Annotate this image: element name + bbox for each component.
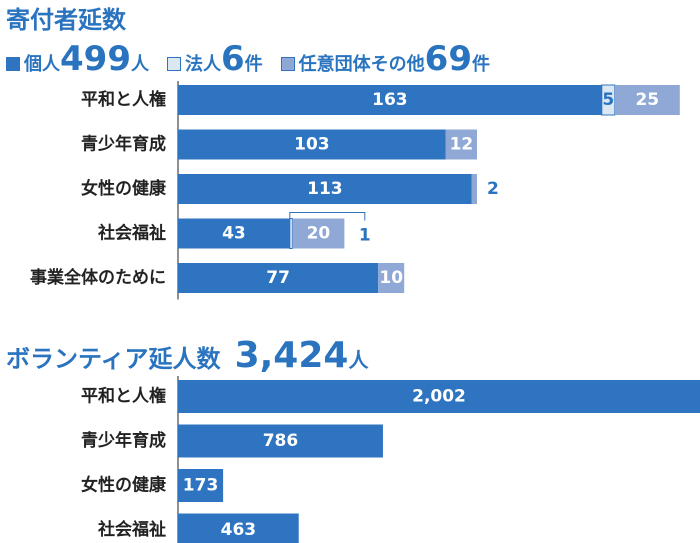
data-label-other: 25 [635, 90, 659, 110]
bar-other [471, 174, 477, 204]
volunteers-unit: 人 [348, 348, 369, 372]
donors-title: 寄付者延数 [6, 6, 126, 34]
bar-other [378, 263, 405, 293]
legend-label-individual: 個人 [24, 54, 60, 75]
category-label: 青少年育成 [81, 430, 166, 451]
bar-other [292, 218, 345, 249]
category-label: 平和と人権 [81, 386, 166, 407]
data-label-volunteers: 173 [183, 476, 219, 496]
bar-volunteers [178, 380, 700, 413]
legend-label-other: 任意団体その他 [298, 54, 425, 75]
data-label-individual: 43 [222, 224, 246, 244]
donors-legend: 個人 499 人 法人 6 件 任意団体その他 69 件 [6, 42, 508, 82]
legend-item-other: 任意団体その他 69 件 [280, 39, 490, 79]
data-label-individual: 163 [372, 90, 408, 110]
callout-bracket [289, 212, 366, 221]
legend-value-other: 69 [424, 39, 472, 79]
data-label-corporate: 1 [359, 226, 371, 246]
bar-individual [178, 218, 290, 249]
data-label-other: 20 [307, 224, 331, 244]
legend-value-individual: 499 [60, 39, 131, 79]
bar-individual [178, 129, 446, 160]
legend-unit-other: 件 [471, 54, 490, 75]
category-label: 事業全体のために [30, 267, 166, 288]
data-label-corporate: 5 [602, 90, 614, 110]
data-label-other: 2 [487, 179, 499, 199]
volunteers-title: ボランティア延人数 [6, 345, 221, 373]
bar-other [614, 85, 680, 115]
data-label-individual: 113 [307, 179, 343, 199]
bar-volunteers [178, 424, 383, 458]
data-label-other: 10 [379, 268, 403, 288]
bar-individual [178, 263, 379, 293]
data-label-individual: 103 [294, 135, 330, 155]
legend-unit-corporate: 件 [244, 54, 263, 75]
legend-swatch-corporate-icon [166, 57, 181, 71]
data-label-volunteers: 463 [221, 520, 257, 540]
data-label-volunteers: 2,002 [412, 387, 466, 407]
legend-unit-individual: 人 [130, 54, 149, 75]
category-label: 平和と人権 [81, 89, 166, 110]
legend-item-individual: 個人 499 人 [6, 42, 149, 76]
data-label-individual: 77 [266, 268, 290, 288]
bar-other [445, 129, 477, 160]
bar-individual [178, 85, 602, 115]
data-label-volunteers: 786 [263, 431, 299, 451]
legend-value-corporate: 6 [220, 39, 245, 79]
bar-volunteers [178, 469, 224, 502]
legend-swatch-other-icon [280, 57, 295, 71]
data-label-other: 12 [450, 135, 474, 155]
category-label: 社会福祉 [97, 519, 166, 540]
bar-volunteers [178, 513, 299, 543]
category-label: 女性の健康 [81, 178, 167, 199]
bar-corporate [289, 218, 293, 249]
category-label: 女性の健康 [81, 475, 167, 496]
volunteers-heading: ボランティア延人数 3,424 人 [6, 338, 368, 374]
legend-label-corporate: 法人 [184, 54, 221, 75]
legend-item-corporate: 法人 6 件 [166, 39, 263, 79]
category-label: 社会福祉 [97, 223, 166, 244]
category-label: 青少年育成 [81, 134, 166, 155]
volunteers-total: 3,424 [234, 335, 349, 376]
bar-individual [178, 174, 472, 204]
legend-swatch-individual-icon [6, 57, 20, 71]
